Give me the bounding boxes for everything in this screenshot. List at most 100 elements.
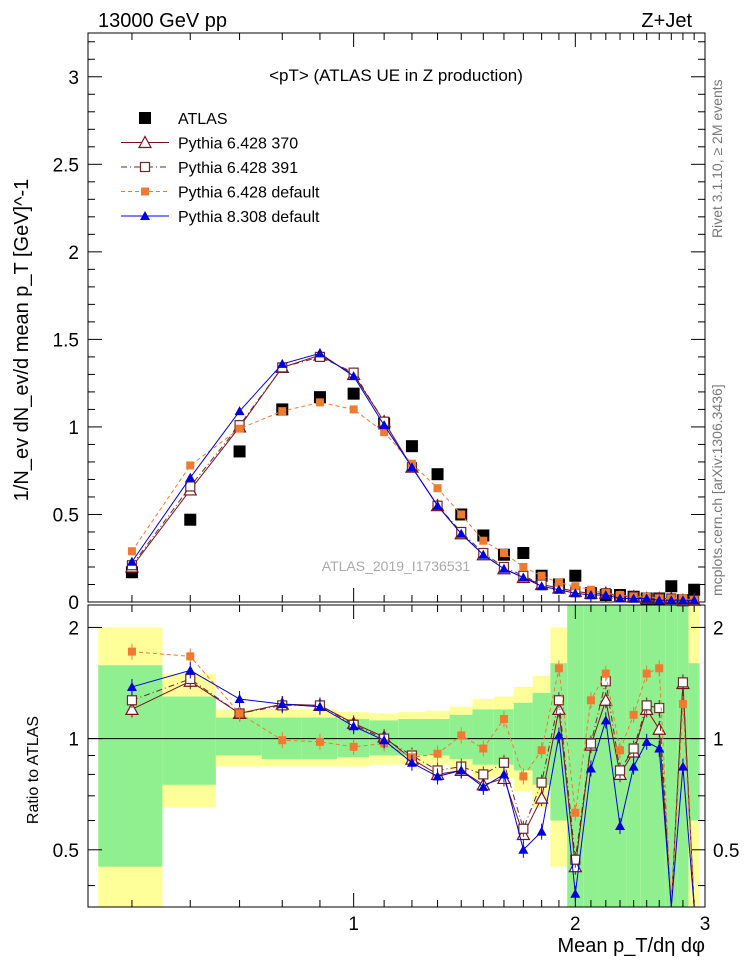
inner-band-bin	[215, 717, 262, 756]
ratio-y-tick-label: 1	[68, 730, 79, 751]
ratio-data-point	[277, 699, 288, 709]
legend-entry-4: Pythia 6.428 default	[121, 185, 320, 202]
main-data-point	[185, 481, 196, 492]
legend-label: ATLAS	[178, 111, 228, 128]
main-data-point	[479, 536, 488, 545]
ratio-data-point	[654, 702, 665, 714]
uncertainty-bands	[98, 605, 700, 907]
ratio-y-tick-label: 0.5	[53, 841, 79, 862]
main-data-point	[519, 562, 528, 571]
main-data-point	[456, 528, 467, 538]
ratio-data-point	[478, 769, 489, 780]
main-data-point	[641, 593, 652, 603]
x-axis-label: Mean p_T/dη dφ	[558, 935, 706, 957]
main-data-point	[235, 424, 244, 433]
ratio-data-point	[677, 677, 689, 688]
collision-label: 13000 GeV pp	[98, 10, 227, 32]
inner-band-bin	[640, 605, 654, 907]
ratio-data-point	[478, 781, 489, 791]
ratio-data-point	[124, 702, 139, 715]
main-data-point	[478, 549, 489, 559]
ratio-data-point	[615, 820, 626, 830]
main-data-point	[677, 595, 688, 605]
main-data-point	[537, 571, 546, 580]
ratio-data-point	[315, 737, 324, 746]
inner-band-bin	[493, 709, 514, 765]
analysis-watermark: ATLAS_2019_I1736531	[322, 558, 471, 574]
legend-label: Pythia 8.308 default	[178, 209, 320, 226]
main-y-tick-label: 0	[68, 593, 79, 614]
ratio-data-point	[499, 714, 508, 723]
ratio-data-point	[235, 709, 244, 718]
main-data-point	[126, 556, 137, 566]
ratio-data-point	[678, 700, 687, 709]
main-data-point	[554, 578, 563, 587]
main-data-point	[234, 406, 245, 416]
ratio-data-point	[586, 696, 595, 705]
ratio-data-point	[498, 769, 509, 779]
mcplots-source-label: mcplots.cern.ch [arXiv:1306.3436]	[709, 384, 725, 596]
ratio-series-4	[126, 662, 695, 908]
main-data-point	[553, 584, 564, 594]
legend-marker	[139, 112, 151, 124]
ratio-data-point	[677, 761, 688, 771]
inner-band-bin	[688, 663, 700, 821]
main-data-point	[406, 462, 417, 472]
legend-entry-1: ATLAS	[139, 111, 228, 128]
ratio-data-point	[654, 743, 665, 753]
ratio-data-point	[498, 757, 510, 768]
ratio-data-point	[614, 765, 626, 776]
legend-label: Pythia 6.428 370	[178, 136, 298, 153]
ratio-y-axis-label: Ratio to ATLAS	[25, 716, 42, 824]
main-data-point	[517, 546, 530, 559]
legend-marker	[140, 211, 150, 220]
main-y-tick-label: 1.5	[53, 330, 79, 351]
ratio-data-point	[628, 761, 639, 771]
ratio-data-point	[186, 652, 195, 661]
ratio-y-tick-label-right: 2	[713, 618, 724, 639]
main-y-axis-label: 1/N_ev dN_ev/d mean p_T [GeV]^-1	[11, 179, 33, 502]
ratio-data-point	[641, 700, 652, 711]
main-data-point	[405, 440, 418, 453]
ratio-y-tick-label-right: 1	[713, 730, 724, 751]
main-y-tick-label: 0.5	[53, 505, 79, 526]
main-data-point	[615, 593, 626, 603]
main-data-point	[278, 407, 287, 416]
main-data-point	[431, 468, 444, 481]
main-data-point	[498, 563, 509, 573]
ratio-data-point	[551, 702, 566, 715]
main-data-point	[379, 420, 390, 430]
legend-marker	[141, 187, 149, 196]
legend-marker	[139, 161, 151, 173]
ratio-data-point	[537, 746, 546, 755]
main-data-point	[600, 589, 611, 599]
ratio-data-point	[518, 844, 529, 854]
ratio-data-point	[349, 742, 358, 751]
ratio-data-point	[571, 808, 580, 817]
main-data-point	[688, 583, 701, 596]
inner-band-bin	[162, 696, 216, 785]
main-data-point	[185, 472, 196, 482]
ratio-data-point	[185, 665, 196, 675]
process-label: Z+Jet	[641, 10, 692, 32]
ratio-data-point	[456, 765, 467, 775]
rivet-version-label: Rivet 3.1.10, ≥ 2M events	[709, 79, 725, 238]
ratio-data-point	[314, 701, 325, 711]
main-plot-border	[87, 32, 706, 603]
ratio-data-point	[348, 721, 359, 731]
main-data-point	[186, 461, 195, 470]
ratio-data-point	[629, 710, 638, 719]
main-data-point	[569, 569, 582, 582]
legend-entry-3: Pythia 6.428 391	[121, 160, 298, 177]
legend-label: Pythia 6.428 391	[178, 160, 298, 177]
main-data-point	[348, 371, 359, 381]
ratio-data-point	[126, 681, 137, 691]
ratio-data-point	[536, 777, 547, 788]
main-data-point	[457, 510, 466, 519]
ratio-y-tick-label: 2	[68, 618, 79, 639]
main-data-point	[184, 513, 197, 526]
ratio-data-point	[127, 647, 136, 656]
ratio-plot-frame: 1 2 3 0.5 0.5 1 1 2 2	[53, 604, 739, 935]
main-data-point	[433, 484, 442, 493]
